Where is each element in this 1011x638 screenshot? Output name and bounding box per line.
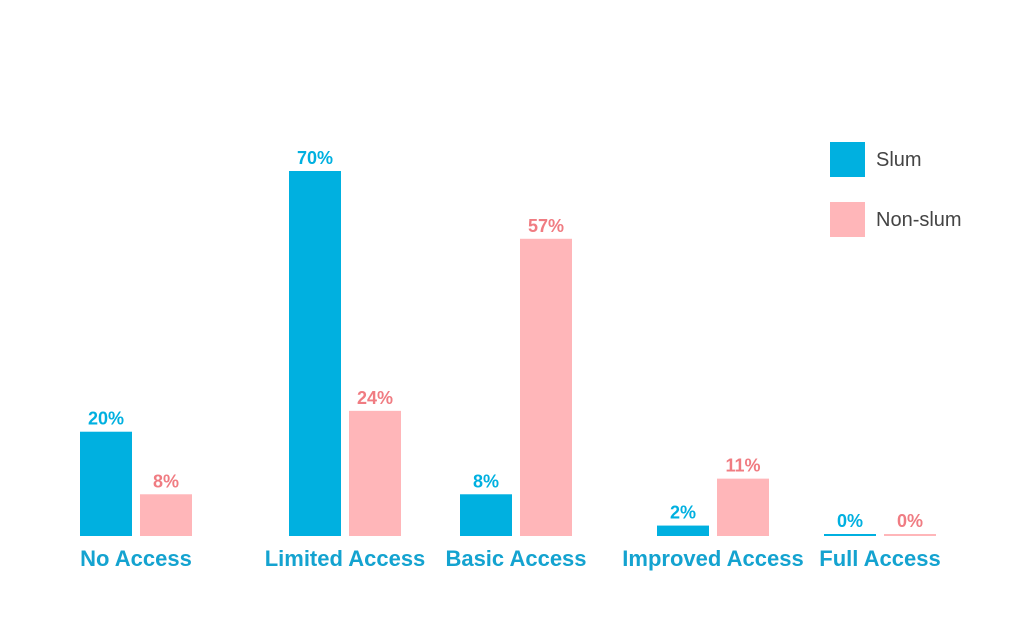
value-label-slum-full-access: 0% [837,511,863,531]
bar-non-slum-no-access [140,494,192,536]
value-label-slum-improved-access: 2% [670,503,696,523]
legend-label-non-slum: Non-slum [876,209,962,231]
legend-swatch-slum [830,142,865,177]
bar-non-slum-basic-access [520,238,572,537]
category-label-no-access: No Access [80,546,192,571]
bar-non-slum-limited-access [349,410,401,536]
value-label-slum-no-access: 20% [88,409,124,429]
bar-slum-basic-access [460,494,512,536]
legend-swatch-non-slum [830,202,865,237]
value-label-slum-basic-access: 8% [473,471,499,491]
value-label-non-slum-basic-access: 57% [528,216,564,236]
legend: Slum Non-slum [830,142,962,237]
bar-non-slum-improved-access [717,478,769,536]
value-label-slum-limited-access: 70% [297,148,333,168]
bar-slum-improved-access [657,525,709,536]
value-label-non-slum-limited-access: 24% [357,388,393,408]
value-labels-layer: 20% 8% 70% 24% 8% 57% 2% 11% 0% 0% [88,148,923,531]
value-label-non-slum-full-access: 0% [897,511,923,531]
bar-slum-full-access [824,534,876,536]
bar-non-slum-full-access [884,534,936,536]
category-label-basic-access: Basic Access [445,546,586,571]
bar-slum-limited-access [289,171,341,536]
category-label-limited-access: Limited Access [265,546,426,571]
category-labels-layer: No Access Limited Access Basic Access Impro… [80,546,941,571]
bars-layer [80,171,936,537]
value-label-non-slum-no-access: 8% [153,471,179,491]
value-label-non-slum-improved-access: 11% [725,456,760,476]
category-label-improved-access: Improved Access [622,546,803,571]
legend-label-slum: Slum [876,149,922,171]
category-label-full-access: Full Access [819,546,940,571]
bar-slum-no-access [80,431,132,536]
